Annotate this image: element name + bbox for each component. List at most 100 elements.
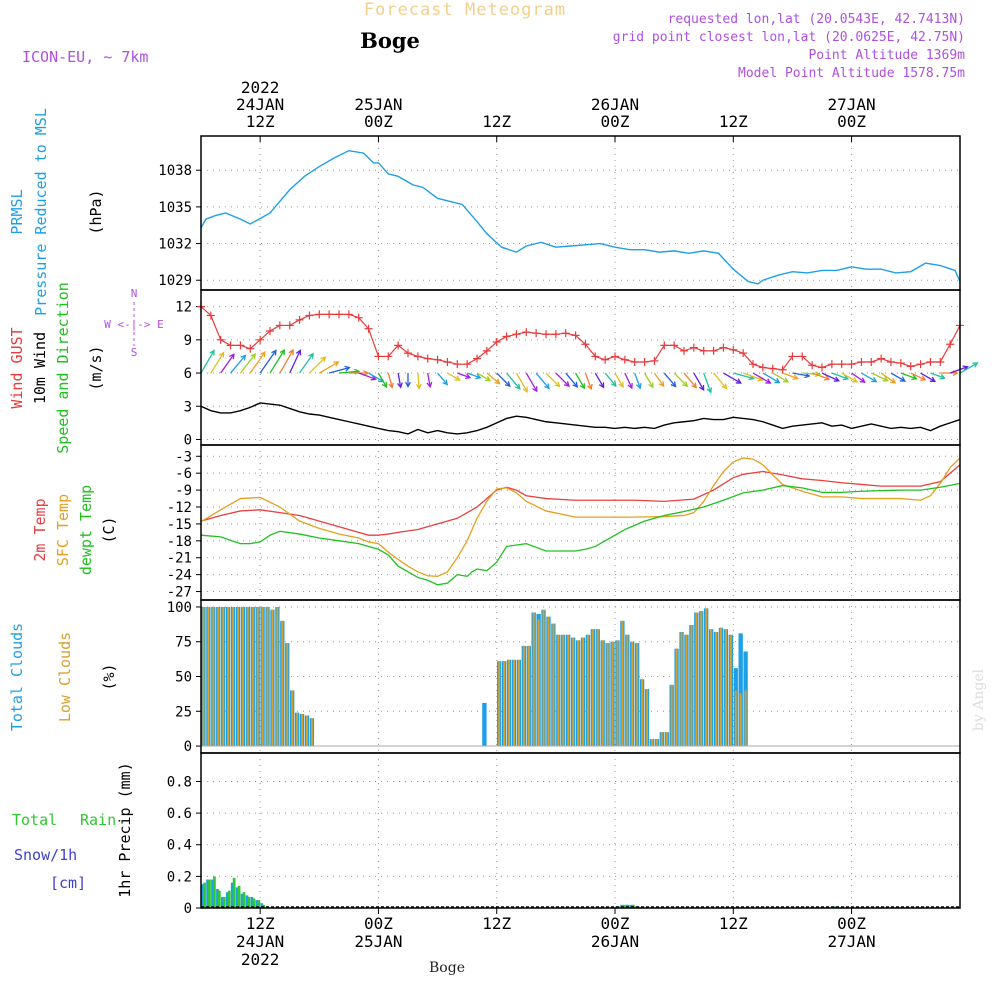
y-tick-label: 0.8 bbox=[167, 774, 192, 790]
panel-temperature: -27-24-21-18-15-12-9-6-3 bbox=[167, 444, 961, 601]
low-clouds-bar bbox=[305, 715, 308, 747]
wind-arrow-head bbox=[308, 352, 314, 359]
top-date-label: 25JAN bbox=[354, 95, 402, 114]
bottom-date-label: 24JAN bbox=[236, 932, 284, 951]
wind-arrow-head bbox=[271, 349, 277, 356]
low-clouds-bar bbox=[710, 629, 713, 747]
gust-marker bbox=[916, 360, 925, 369]
gust-marker bbox=[689, 343, 698, 352]
wind-arrow bbox=[841, 372, 858, 383]
wind-arrow bbox=[723, 372, 742, 384]
wind-arrow-head bbox=[939, 373, 946, 380]
gust-marker bbox=[226, 341, 235, 350]
bottom-hour-label: 00Z bbox=[837, 914, 866, 933]
wind-arrow bbox=[733, 372, 754, 380]
wind-arrow-head bbox=[618, 381, 624, 389]
gust-marker bbox=[640, 357, 649, 366]
watermark: by Angel bbox=[971, 668, 987, 731]
bottom-year-label: 2022 bbox=[241, 950, 280, 969]
wind-arrow bbox=[496, 372, 511, 387]
wind-arrow-head bbox=[814, 371, 822, 378]
low-clouds-bar bbox=[222, 606, 225, 747]
low-clouds-bar bbox=[503, 661, 506, 747]
top-hour-label: 00Z bbox=[601, 112, 630, 131]
low-clouds-bar bbox=[301, 714, 304, 747]
wind-arrow-head bbox=[890, 378, 897, 384]
wind-arrow-head bbox=[670, 381, 677, 388]
gust-marker bbox=[837, 360, 846, 369]
wind-arrow-head bbox=[691, 382, 698, 389]
low-clouds-bar bbox=[591, 629, 594, 747]
wind-arrow-head bbox=[405, 381, 411, 388]
point-altitude: Point Altitude 1369m bbox=[808, 48, 965, 63]
wind-arrow bbox=[959, 362, 978, 374]
y-tick-label: -27 bbox=[167, 585, 192, 601]
wind-arrow bbox=[555, 372, 570, 387]
wind-arrow-head bbox=[792, 374, 799, 380]
precip-rain-bar bbox=[237, 885, 241, 908]
gust-marker bbox=[315, 310, 324, 319]
gust-marker bbox=[709, 346, 718, 355]
wind-arrow bbox=[949, 366, 968, 374]
low-clouds-bar bbox=[522, 645, 525, 747]
model-altitude: Model Point Altitude 1578.75m bbox=[738, 66, 965, 81]
gust-marker bbox=[473, 354, 481, 363]
low-clouds-bar bbox=[498, 661, 501, 747]
wind-arrow-head bbox=[554, 381, 561, 388]
low-clouds-bar bbox=[631, 641, 634, 747]
wind-dir-label: Speed and Direction bbox=[54, 282, 72, 454]
wind-arrow bbox=[535, 372, 550, 389]
wind-arrow bbox=[417, 372, 420, 389]
wind-arrow bbox=[930, 372, 945, 379]
gust-marker bbox=[620, 355, 629, 364]
wind-arrow bbox=[742, 372, 763, 381]
wind-arrow bbox=[634, 372, 641, 389]
y-tick-label: -21 bbox=[167, 551, 192, 567]
wind-arrow-head bbox=[929, 376, 937, 382]
precip-total-bar bbox=[216, 889, 219, 908]
low-clouds-bar bbox=[719, 627, 722, 747]
y-tick-label: 1038 bbox=[158, 163, 192, 179]
low-clouds-bar bbox=[739, 693, 742, 747]
gust-marker bbox=[423, 354, 432, 363]
wind-arrow-head bbox=[859, 377, 866, 383]
y-tick-label: 100 bbox=[167, 600, 192, 616]
y-tick-label: 1032 bbox=[158, 237, 192, 253]
gust-marker bbox=[650, 356, 659, 365]
low-clouds-label: Low Clouds bbox=[56, 632, 74, 722]
wind-arrow-head bbox=[250, 353, 257, 360]
precip-rain-bar bbox=[834, 906, 837, 908]
wind-arrow-head bbox=[563, 381, 570, 388]
wind-arrow-head bbox=[610, 380, 617, 387]
gust-marker bbox=[749, 360, 757, 369]
wind-arrow bbox=[673, 372, 688, 387]
low-clouds-bar bbox=[690, 625, 693, 747]
gust-marker bbox=[542, 330, 550, 339]
gust-line bbox=[200, 306, 961, 371]
panel-frame bbox=[200, 135, 961, 291]
total-clouds-bar bbox=[738, 633, 743, 747]
wind-arrow-head bbox=[522, 386, 528, 393]
precip-rain-bar bbox=[222, 896, 226, 908]
gust-marker bbox=[463, 360, 472, 369]
y-tick-label: 12 bbox=[175, 300, 192, 316]
wind-arrow bbox=[644, 372, 654, 388]
wind-arrow bbox=[486, 372, 500, 385]
y-tick-label: -15 bbox=[167, 517, 192, 533]
precip-total-bar bbox=[240, 893, 244, 908]
y-tick-label: 25 bbox=[175, 704, 192, 720]
gust-marker bbox=[305, 311, 314, 320]
gust-marker bbox=[827, 360, 836, 369]
wind-arrow bbox=[890, 372, 906, 382]
low-clouds-bar bbox=[596, 629, 599, 747]
wind-arrow bbox=[861, 372, 877, 383]
y-tick-label: 9 bbox=[184, 333, 192, 349]
wind-arrow bbox=[900, 372, 917, 380]
wind-arrow-head bbox=[442, 379, 449, 386]
gust-marker bbox=[551, 330, 560, 339]
wind-arrow bbox=[427, 372, 431, 387]
low-clouds-bar bbox=[286, 643, 289, 747]
top-hour-label: 00Z bbox=[837, 112, 866, 131]
requested-coords: requested lon,lat (20.0543E, 42.7413N) bbox=[668, 12, 965, 27]
